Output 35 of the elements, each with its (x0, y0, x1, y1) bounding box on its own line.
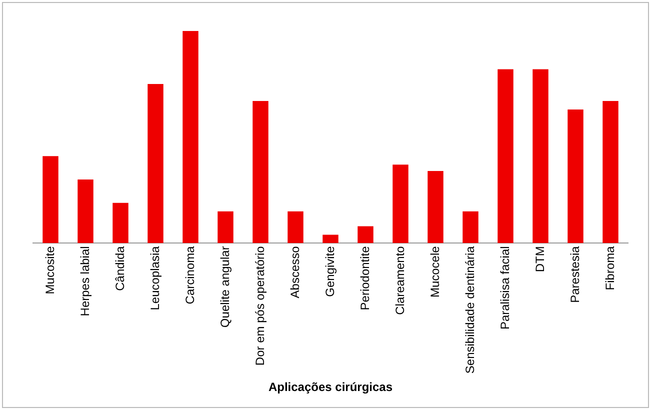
bar (428, 171, 444, 244)
x-tick-label: Mucocele (428, 246, 442, 298)
x-tick-label: Gengivite (322, 246, 337, 297)
bar (462, 211, 478, 244)
x-tick-label: Sensibilidade dentinária (462, 246, 477, 374)
bar (112, 202, 128, 244)
x-tick-label: Clareamento (392, 246, 407, 315)
bar (148, 84, 164, 244)
x-tick-label: Carcinoma (182, 246, 197, 304)
x-tick-label: Leucoplasia (148, 246, 162, 310)
bar (78, 180, 94, 244)
x-tick-label: Cândida (112, 246, 127, 291)
bar (358, 226, 374, 244)
bar (602, 101, 618, 244)
x-axis-title: Aplicações cirúrgicas (268, 380, 393, 394)
bar (182, 31, 198, 244)
x-tick-label: Paralisisa facial (498, 246, 512, 330)
bar (218, 211, 234, 244)
bar (498, 69, 514, 244)
x-tick-label: Mucosite (42, 246, 57, 294)
bar (568, 110, 584, 244)
bar (288, 211, 304, 244)
x-tick-label: Herpes labial (78, 246, 92, 316)
bar (532, 69, 548, 244)
x-tick-label: Parestesia (568, 246, 582, 303)
x-tick-label: Abscesso (288, 246, 302, 298)
bar (392, 164, 408, 244)
x-tick-label: Dor em pós operatório (252, 246, 267, 366)
x-tick-label: Periodontite (358, 246, 372, 310)
bar (42, 156, 58, 244)
bar (252, 101, 268, 244)
x-tick-label: Fibroma (602, 246, 617, 290)
x-tick-label: Quelite angular (218, 246, 232, 328)
bar (322, 234, 338, 244)
x-tick-label: DTM (532, 246, 547, 272)
